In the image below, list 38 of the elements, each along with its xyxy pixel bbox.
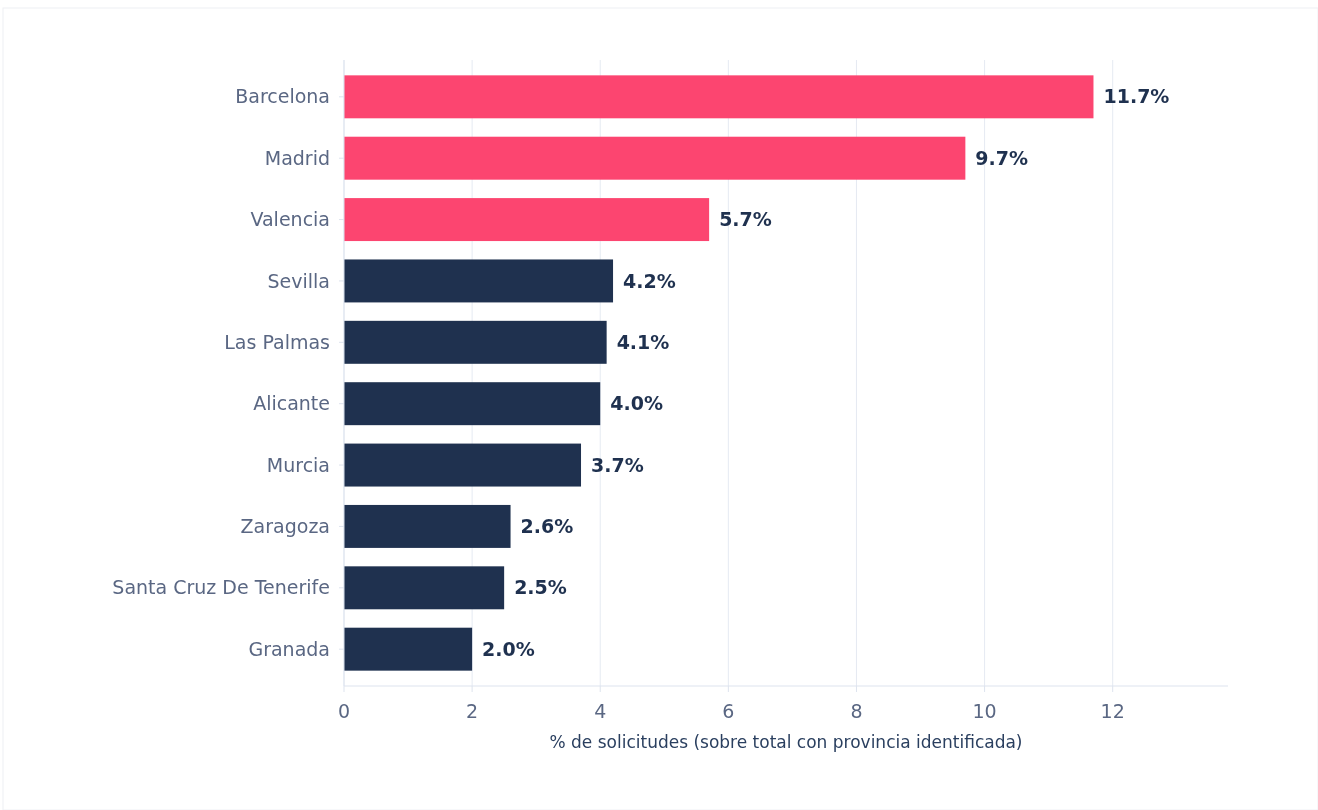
- data-label: 2.5%: [514, 576, 567, 599]
- y-tick-label: Alicante: [253, 392, 330, 415]
- bar: [344, 627, 473, 671]
- y-tick-label: Murcia: [266, 453, 330, 476]
- y-tick-label: Las Palmas: [224, 330, 330, 353]
- y-tick-label: Barcelona: [235, 85, 330, 108]
- bar: [344, 75, 1094, 119]
- bar: [344, 382, 601, 426]
- data-label: 5.7%: [719, 208, 772, 231]
- bar: [344, 566, 505, 610]
- bar: [344, 198, 710, 242]
- data-label: 4.1%: [616, 330, 670, 353]
- x-tick-label: 10: [972, 700, 997, 722]
- x-tick-label: 6: [722, 700, 735, 722]
- x-tick-label: 2: [466, 700, 479, 722]
- y-tick-label: Madrid: [264, 146, 330, 169]
- data-label: 4.0%: [610, 392, 663, 415]
- y-tick-label: Granada: [248, 637, 330, 660]
- y-tick-label: Santa Cruz De Tenerife: [112, 576, 330, 599]
- y-tick-label: Valencia: [250, 208, 330, 231]
- bar: [344, 320, 607, 364]
- bar: [344, 504, 511, 548]
- x-tick-label: 12: [1100, 700, 1125, 722]
- y-tick-label: Zaragoza: [240, 515, 330, 538]
- y-tick-label: Sevilla: [267, 269, 330, 292]
- x-tick-label: 4: [594, 700, 607, 722]
- bar: [344, 136, 966, 180]
- bar: [344, 259, 614, 303]
- data-label: 3.7%: [591, 453, 644, 476]
- x-tick-label: 8: [850, 700, 863, 722]
- data-label: 11.7%: [1103, 85, 1170, 108]
- x-axis-title: % de solicitudes (sobre total con provincia identificada): [549, 732, 1023, 752]
- data-label: 2.6%: [520, 515, 574, 538]
- bar: [344, 443, 582, 487]
- data-label: 9.7%: [975, 146, 1029, 169]
- x-tick-label: 0: [337, 700, 351, 722]
- data-label: 2.0%: [482, 637, 535, 660]
- data-label: 4.2%: [623, 269, 676, 292]
